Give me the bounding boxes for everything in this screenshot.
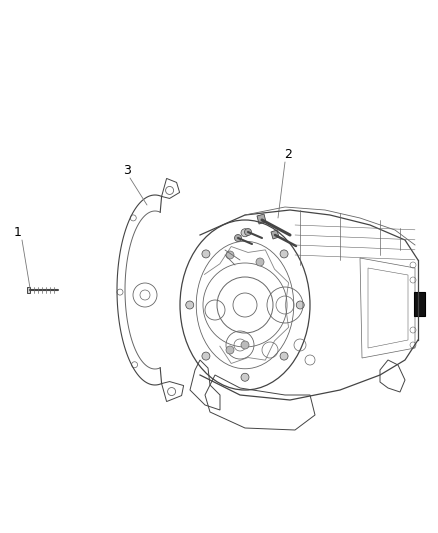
Circle shape	[202, 250, 210, 258]
Circle shape	[256, 258, 264, 266]
Circle shape	[241, 229, 249, 237]
Circle shape	[244, 229, 251, 236]
Polygon shape	[414, 292, 425, 316]
Circle shape	[241, 341, 249, 349]
Circle shape	[226, 251, 234, 259]
Text: 2: 2	[284, 149, 292, 161]
Circle shape	[280, 250, 288, 258]
Circle shape	[241, 373, 249, 381]
Polygon shape	[257, 214, 266, 224]
Text: 3: 3	[123, 164, 131, 176]
Circle shape	[234, 235, 241, 241]
Polygon shape	[27, 287, 30, 293]
Circle shape	[280, 352, 288, 360]
Circle shape	[202, 352, 210, 360]
Circle shape	[226, 346, 234, 354]
Polygon shape	[271, 230, 279, 239]
Circle shape	[186, 301, 194, 309]
Text: 1: 1	[14, 225, 22, 238]
Circle shape	[296, 301, 304, 309]
